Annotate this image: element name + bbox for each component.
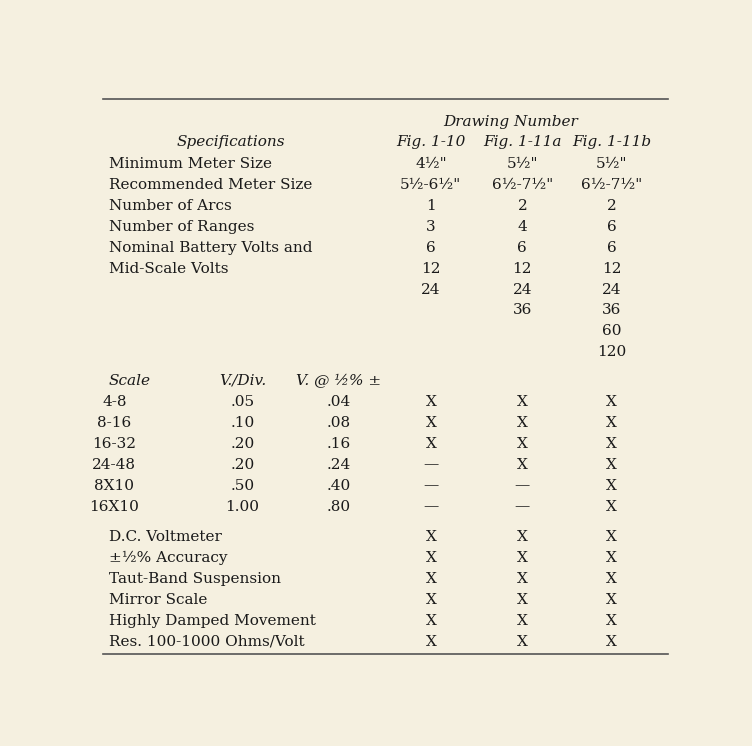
Text: .04: .04 <box>326 395 351 409</box>
Text: X: X <box>606 635 617 649</box>
Text: .10: .10 <box>231 416 255 430</box>
Text: Taut-Band Suspension: Taut-Band Suspension <box>108 572 280 586</box>
Text: X: X <box>517 530 528 544</box>
Text: X: X <box>426 416 436 430</box>
Text: X: X <box>426 436 436 451</box>
Text: 12: 12 <box>513 262 532 275</box>
Text: 1: 1 <box>426 198 435 213</box>
Text: X: X <box>606 614 617 628</box>
Text: 6½-7½": 6½-7½" <box>492 178 553 192</box>
Text: —: — <box>514 479 530 492</box>
Text: X: X <box>606 436 617 451</box>
Text: X: X <box>517 416 528 430</box>
Text: 6: 6 <box>517 241 527 254</box>
Text: ±½% Accuracy: ±½% Accuracy <box>108 551 227 565</box>
Text: 120: 120 <box>597 345 626 360</box>
Text: Fig. 1-11a: Fig. 1-11a <box>483 136 562 149</box>
Text: .20: .20 <box>231 436 255 451</box>
Text: D.C. Voltmeter: D.C. Voltmeter <box>108 530 221 544</box>
Text: .50: .50 <box>231 479 255 492</box>
Text: X: X <box>517 614 528 628</box>
Text: 6½-7½": 6½-7½" <box>581 178 642 192</box>
Text: 5½-6½": 5½-6½" <box>400 178 462 192</box>
Text: 24: 24 <box>421 283 441 296</box>
Text: Recommended Meter Size: Recommended Meter Size <box>108 178 312 192</box>
Text: .24: .24 <box>326 457 351 471</box>
Text: —: — <box>423 479 438 492</box>
Text: Number of Ranges: Number of Ranges <box>108 219 254 233</box>
Text: Fig. 1-10: Fig. 1-10 <box>396 136 465 149</box>
Text: 36: 36 <box>513 304 532 318</box>
Text: Drawing Number: Drawing Number <box>444 116 578 129</box>
Text: X: X <box>606 416 617 430</box>
Text: X: X <box>606 395 617 409</box>
Text: 2: 2 <box>517 198 527 213</box>
Text: 6: 6 <box>607 241 617 254</box>
Text: X: X <box>426 572 436 586</box>
Text: X: X <box>517 551 528 565</box>
Text: X: X <box>426 530 436 544</box>
Text: X: X <box>606 500 617 513</box>
Text: 5½": 5½" <box>596 157 627 171</box>
Text: 60: 60 <box>602 325 621 339</box>
Text: 16X10: 16X10 <box>89 500 139 513</box>
Text: —: — <box>423 500 438 513</box>
Text: Res. 100-1000 Ohms/Volt: Res. 100-1000 Ohms/Volt <box>108 635 305 649</box>
Text: X: X <box>606 551 617 565</box>
Text: 3: 3 <box>426 219 435 233</box>
Text: —: — <box>514 500 530 513</box>
Text: V./Div.: V./Div. <box>219 374 266 388</box>
Text: 2: 2 <box>607 198 617 213</box>
Text: X: X <box>606 572 617 586</box>
Text: Fig. 1-11b: Fig. 1-11b <box>572 136 651 149</box>
Text: X: X <box>426 614 436 628</box>
Text: X: X <box>426 593 436 606</box>
Text: 12: 12 <box>602 262 621 275</box>
Text: 6: 6 <box>426 241 435 254</box>
Text: Scale: Scale <box>108 374 150 388</box>
Text: .40: .40 <box>326 479 351 492</box>
Text: 6: 6 <box>607 219 617 233</box>
Text: X: X <box>517 436 528 451</box>
Text: 36: 36 <box>602 304 621 318</box>
Text: X: X <box>517 593 528 606</box>
Text: X: X <box>606 593 617 606</box>
Text: X: X <box>517 395 528 409</box>
Text: 4½": 4½" <box>415 157 447 171</box>
Text: X: X <box>606 479 617 492</box>
Text: 4: 4 <box>517 219 527 233</box>
Text: V. @ ½% ±: V. @ ½% ± <box>296 374 381 388</box>
Text: .05: .05 <box>231 395 255 409</box>
Text: X: X <box>426 635 436 649</box>
Text: —: — <box>423 457 438 471</box>
Text: 24: 24 <box>602 283 621 296</box>
Text: Mirror Scale: Mirror Scale <box>108 593 207 606</box>
Text: Number of Arcs: Number of Arcs <box>108 198 232 213</box>
Text: X: X <box>426 395 436 409</box>
Text: .16: .16 <box>326 436 351 451</box>
Text: 8X10: 8X10 <box>95 479 135 492</box>
Text: .08: .08 <box>326 416 351 430</box>
Text: X: X <box>517 572 528 586</box>
Text: 4-8: 4-8 <box>102 395 126 409</box>
Text: 5½": 5½" <box>507 157 538 171</box>
Text: 24-48: 24-48 <box>92 457 136 471</box>
Text: 24: 24 <box>513 283 532 296</box>
Text: X: X <box>606 457 617 471</box>
Text: X: X <box>517 457 528 471</box>
Text: Minimum Meter Size: Minimum Meter Size <box>108 157 271 171</box>
Text: .20: .20 <box>231 457 255 471</box>
Text: X: X <box>426 551 436 565</box>
Text: 12: 12 <box>421 262 441 275</box>
Text: Nominal Battery Volts and: Nominal Battery Volts and <box>108 241 312 254</box>
Text: X: X <box>517 635 528 649</box>
Text: 1.00: 1.00 <box>226 500 259 513</box>
Text: .80: .80 <box>326 500 351 513</box>
Text: 16-32: 16-32 <box>92 436 136 451</box>
Text: Highly Damped Movement: Highly Damped Movement <box>108 614 315 628</box>
Text: Mid-Scale Volts: Mid-Scale Volts <box>108 262 228 275</box>
Text: 8-16: 8-16 <box>97 416 132 430</box>
Text: X: X <box>606 530 617 544</box>
Text: Specifications: Specifications <box>177 136 285 149</box>
